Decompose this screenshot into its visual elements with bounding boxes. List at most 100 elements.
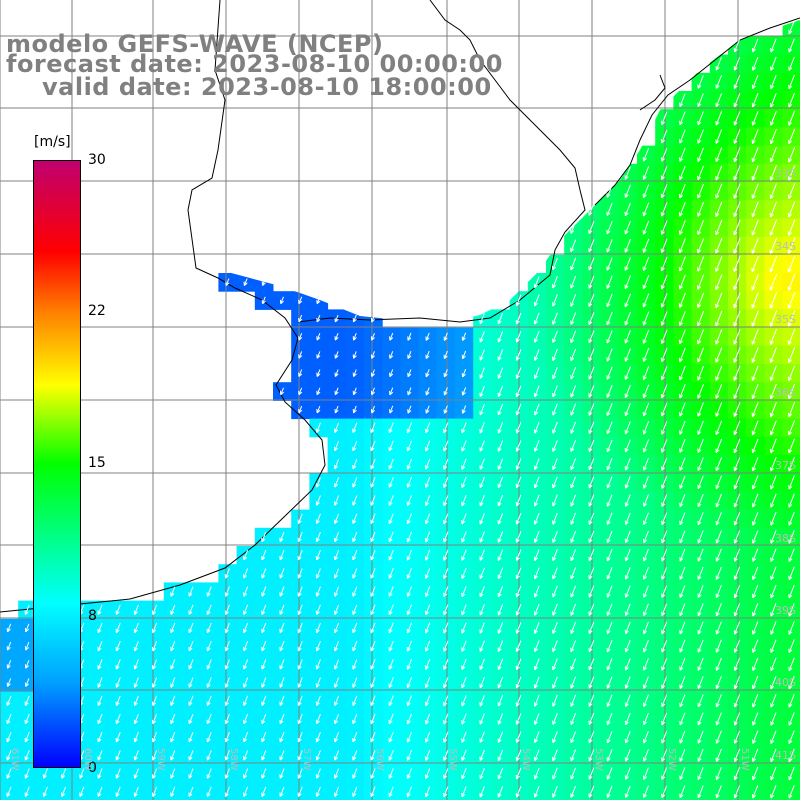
wind-arrow	[333, 422, 340, 433]
wind-arrow	[606, 767, 613, 780]
wind-arrow	[679, 420, 686, 435]
wind-arrow	[552, 494, 558, 507]
wind-arrow	[715, 530, 722, 544]
wind-arrow	[751, 237, 759, 254]
wind-arrow	[788, 566, 795, 581]
wind-arrow	[733, 201, 741, 218]
wind-arrow	[24, 604, 30, 615]
wind-arrow	[352, 405, 357, 414]
wind-arrow	[515, 349, 522, 361]
wind-arrow	[606, 403, 613, 417]
wind-arrow	[642, 220, 650, 235]
wind-arrow	[497, 531, 504, 543]
wind-arrow	[588, 676, 595, 689]
wind-arrow	[333, 677, 340, 688]
wind-arrow	[333, 531, 340, 543]
wind-arrow	[606, 749, 613, 762]
wind-arrow	[333, 659, 340, 670]
wind-arrow	[388, 659, 394, 670]
wind-arrow	[370, 477, 376, 488]
wind-arrow	[751, 639, 759, 653]
wind-arrow	[642, 639, 649, 653]
wind-arrow	[751, 438, 759, 454]
wind-arrow	[298, 351, 303, 359]
wind-arrow	[679, 767, 686, 780]
wind-arrow	[315, 732, 321, 743]
wind-arrow	[552, 440, 558, 452]
wind-arrow	[570, 622, 577, 634]
wind-arrow	[697, 730, 704, 744]
wind-arrow	[570, 294, 577, 307]
wind-arrow	[769, 402, 777, 418]
wind-arrow	[315, 531, 321, 543]
wind-arrow	[733, 766, 741, 781]
wind-arrow	[570, 549, 577, 562]
wind-arrow	[497, 440, 504, 452]
wind-arrow	[552, 658, 558, 671]
wind-arrow	[242, 568, 249, 579]
wind-arrow	[333, 786, 340, 797]
wind-arrow	[443, 768, 449, 780]
wind-arrow	[242, 695, 249, 706]
wind-arrow	[406, 695, 412, 707]
wind-arrow	[788, 20, 795, 35]
wind-arrow	[770, 475, 777, 490]
wind-arrow	[389, 405, 394, 414]
wind-arrow	[133, 622, 139, 634]
wind-arrow	[733, 219, 741, 236]
wind-arrow	[24, 732, 30, 743]
wind-arrow	[315, 422, 321, 433]
wind-arrow	[406, 750, 412, 761]
wind-arrow	[697, 220, 705, 236]
wind-arrow	[97, 677, 103, 688]
wind-arrow	[315, 659, 321, 670]
wind-arrow	[388, 531, 394, 543]
wind-arrow	[115, 786, 121, 797]
wind-arrow	[588, 603, 595, 616]
wind-arrow	[751, 365, 759, 381]
wind-arrow	[479, 494, 485, 507]
wind-arrow	[751, 383, 759, 399]
wind-arrow	[715, 639, 722, 653]
latitude-label: 38S	[775, 532, 796, 545]
wind-arrow	[315, 750, 321, 761]
wind-arrow	[389, 387, 394, 396]
wind-arrow	[697, 694, 704, 708]
wind-arrow	[407, 351, 412, 359]
wind-arrow	[787, 347, 796, 363]
wind-arrow	[443, 332, 448, 341]
wind-arrow	[733, 457, 741, 472]
wind-arrow	[443, 567, 449, 579]
wind-arrow	[733, 402, 741, 417]
wind-arrow	[298, 387, 303, 396]
wind-arrow	[733, 274, 741, 291]
wind-arrow	[787, 237, 796, 255]
wind-arrow	[443, 513, 449, 525]
wind-arrow	[334, 333, 339, 341]
wind-arrow	[334, 314, 339, 323]
wind-arrow	[751, 730, 759, 744]
wind-arrow	[352, 786, 358, 797]
wind-arrow	[570, 421, 577, 434]
wind-arrow	[642, 457, 650, 471]
wind-arrow	[588, 293, 595, 307]
wind-arrow	[151, 713, 158, 725]
wind-arrow	[642, 329, 650, 344]
wind-arrow	[661, 639, 668, 653]
wind-arrow	[406, 677, 412, 688]
wind-arrow	[352, 495, 358, 506]
wind-arrow	[678, 256, 686, 272]
longitude-label: 56W	[374, 748, 385, 771]
wind-arrow	[515, 658, 522, 671]
wind-arrow	[279, 695, 285, 706]
wind-arrow	[424, 549, 431, 561]
wind-arrow	[642, 202, 650, 217]
wind-arrow	[479, 567, 485, 580]
wind-arrow	[660, 238, 668, 254]
wind-arrow	[333, 622, 340, 634]
wind-arrow	[533, 567, 540, 580]
wind-arrow	[552, 531, 558, 543]
wind-arrow	[6, 713, 12, 725]
wind-arrow	[751, 310, 759, 327]
wind-arrow	[515, 403, 522, 416]
